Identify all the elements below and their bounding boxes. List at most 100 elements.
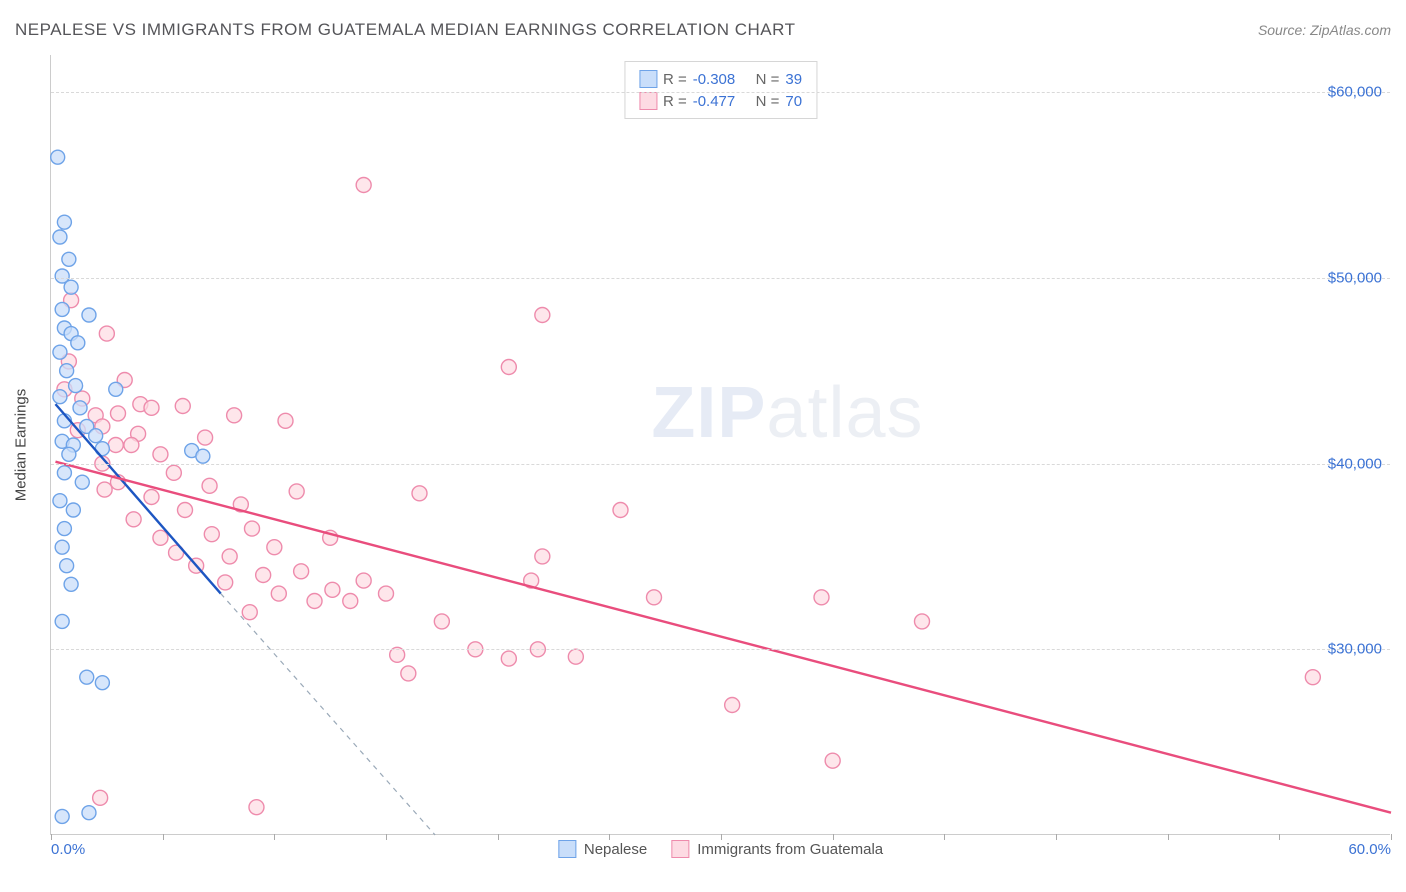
data-point-guatemala — [294, 564, 309, 579]
x-tick — [1168, 834, 1169, 840]
data-point-nepalese — [82, 806, 96, 820]
gridline — [51, 278, 1390, 279]
y-tick-label: $50,000 — [1328, 269, 1382, 286]
data-point-nepalese — [82, 308, 96, 322]
data-point-nepalese — [80, 670, 94, 684]
data-point-guatemala — [814, 590, 829, 605]
series-legend: Nepalese Immigrants from Guatemala — [558, 840, 883, 858]
data-point-guatemala — [278, 413, 293, 428]
data-point-nepalese — [66, 503, 80, 517]
gridline — [51, 92, 1390, 93]
x-tick — [498, 834, 499, 840]
trendline-guatemala — [55, 462, 1391, 813]
x-tick — [274, 834, 275, 840]
data-point-guatemala — [175, 399, 190, 414]
data-point-nepalese — [53, 345, 67, 359]
data-point-nepalese — [57, 522, 71, 536]
data-point-nepalese — [69, 379, 83, 393]
y-tick-label: $40,000 — [1328, 455, 1382, 472]
data-point-guatemala — [202, 478, 217, 493]
data-point-guatemala — [412, 486, 427, 501]
x-tick — [944, 834, 945, 840]
data-point-nepalese — [75, 475, 89, 489]
data-point-guatemala — [725, 698, 740, 713]
data-point-guatemala — [825, 753, 840, 768]
data-point-guatemala — [124, 438, 139, 453]
data-point-nepalese — [57, 466, 71, 480]
trendline-extrapolated-nepalese — [221, 594, 435, 835]
data-point-guatemala — [356, 573, 371, 588]
data-point-guatemala — [356, 178, 371, 193]
data-point-nepalese — [71, 336, 85, 350]
data-point-nepalese — [55, 809, 69, 823]
data-point-nepalese — [109, 382, 123, 396]
data-point-nepalese — [55, 302, 69, 316]
data-point-guatemala — [271, 586, 286, 601]
data-point-guatemala — [227, 408, 242, 423]
x-tick — [51, 834, 52, 840]
data-point-guatemala — [198, 430, 213, 445]
data-point-guatemala — [535, 549, 550, 564]
x-tick-label: 60.0% — [1348, 841, 1391, 858]
chart-plot-area: Median Earnings ZIPatlas R = -0.308 N = … — [50, 55, 1390, 835]
data-point-nepalese — [62, 447, 76, 461]
data-point-guatemala — [222, 549, 237, 564]
data-point-nepalese — [51, 150, 65, 164]
data-point-nepalese — [196, 449, 210, 463]
data-point-guatemala — [501, 651, 516, 666]
data-point-nepalese — [95, 676, 109, 690]
data-point-guatemala — [535, 308, 550, 323]
data-point-guatemala — [242, 605, 257, 620]
scatter-svg — [51, 55, 1390, 834]
data-point-guatemala — [93, 790, 108, 805]
x-tick-label: 0.0% — [51, 841, 85, 858]
data-point-guatemala — [126, 512, 141, 527]
x-tick — [163, 834, 164, 840]
data-point-guatemala — [144, 400, 159, 415]
y-axis-label: Median Earnings — [13, 388, 30, 501]
data-point-guatemala — [343, 594, 358, 609]
source-credit: Source: ZipAtlas.com — [1258, 22, 1391, 38]
data-point-guatemala — [178, 503, 193, 518]
x-tick — [1056, 834, 1057, 840]
x-tick — [721, 834, 722, 840]
data-point-guatemala — [401, 666, 416, 681]
x-tick — [1279, 834, 1280, 840]
data-point-guatemala — [218, 575, 233, 590]
data-point-nepalese — [53, 494, 67, 508]
data-point-guatemala — [325, 582, 340, 597]
gridline — [51, 649, 1390, 650]
data-point-guatemala — [307, 594, 322, 609]
data-point-nepalese — [55, 614, 69, 628]
x-tick — [386, 834, 387, 840]
legend-item-guatemala: Immigrants from Guatemala — [671, 840, 883, 858]
gridline — [51, 464, 1390, 465]
data-point-guatemala — [249, 800, 264, 815]
data-point-guatemala — [166, 465, 181, 480]
data-point-nepalese — [55, 540, 69, 554]
data-point-nepalese — [57, 215, 71, 229]
data-point-nepalese — [89, 429, 103, 443]
legend-item-nepalese: Nepalese — [558, 840, 647, 858]
data-point-nepalese — [62, 252, 76, 266]
data-point-guatemala — [153, 530, 168, 545]
x-tick — [833, 834, 834, 840]
x-tick — [609, 834, 610, 840]
data-point-guatemala — [204, 527, 219, 542]
data-point-nepalese — [53, 390, 67, 404]
x-tick — [1391, 834, 1392, 840]
data-point-nepalese — [53, 230, 67, 244]
data-point-guatemala — [144, 490, 159, 505]
chart-title: NEPALESE VS IMMIGRANTS FROM GUATEMALA ME… — [15, 20, 795, 40]
data-point-guatemala — [434, 614, 449, 629]
data-point-nepalese — [64, 280, 78, 294]
data-point-guatemala — [613, 503, 628, 518]
y-tick-label: $30,000 — [1328, 641, 1382, 658]
data-point-guatemala — [97, 482, 112, 497]
data-point-guatemala — [256, 568, 271, 583]
data-point-guatemala — [915, 614, 930, 629]
data-point-guatemala — [1305, 670, 1320, 685]
data-point-nepalese — [64, 577, 78, 591]
data-point-guatemala — [568, 649, 583, 664]
data-point-guatemala — [153, 447, 168, 462]
